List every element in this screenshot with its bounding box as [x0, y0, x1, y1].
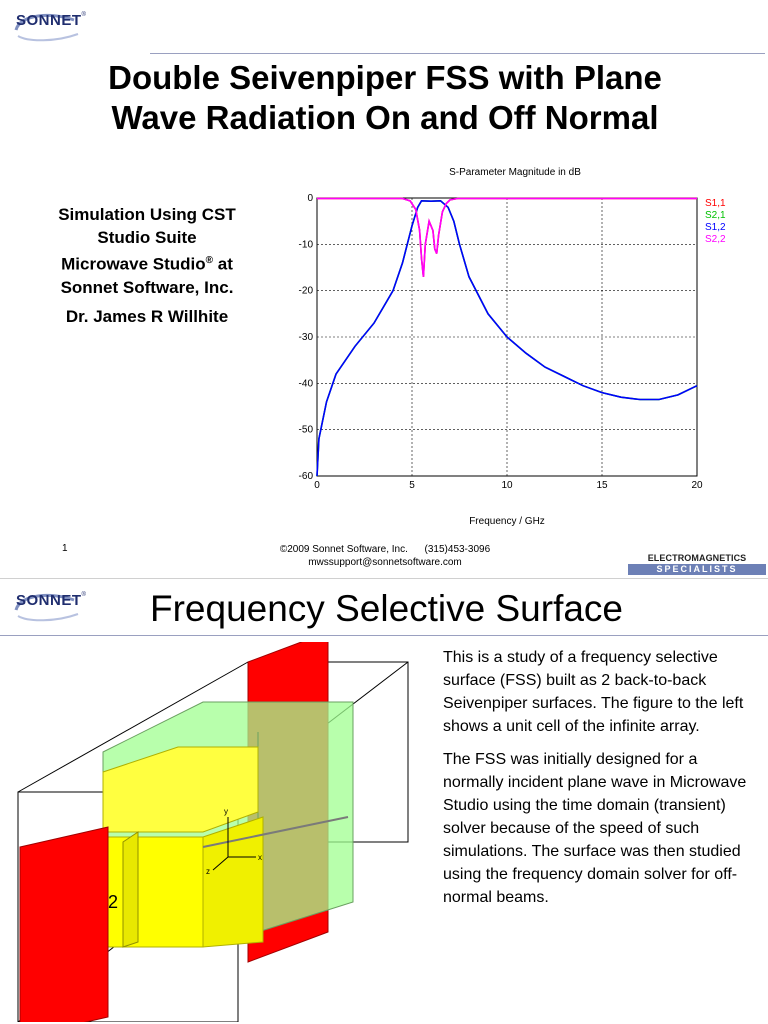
legend: S1,1S2,1S1,2S2,2 [705, 198, 726, 245]
paragraph-2: The FSS was initially designed for a nor… [443, 751, 747, 906]
series-line-S2-2 [317, 197, 697, 277]
axis-x-label: x [258, 853, 262, 862]
x-tick-label: 20 [691, 480, 703, 491]
front-port [19, 826, 109, 1022]
logo-swoosh-icon-2 [14, 593, 79, 622]
y-tick-label: -10 [299, 239, 314, 250]
subtitle-registered-mark: ® [205, 255, 214, 266]
x-tick-label: 10 [501, 480, 513, 491]
port-number-label: 2 [108, 892, 118, 912]
slide-2-header-rule [0, 635, 768, 636]
title-line-1: Double Seivenpiper FSS with Plane [108, 59, 662, 96]
logo-registered-mark-2: ® [81, 592, 86, 598]
logo-text-2: SONNET [16, 592, 82, 609]
page-number: 1 [62, 543, 68, 554]
slide-title: Double Seivenpiper FSS with Plane Wave R… [20, 58, 750, 138]
legend-entry: S2,2 [705, 234, 726, 245]
patch-front [107, 836, 204, 948]
sonnet-logo-2: SONNET® [12, 590, 86, 622]
slide-2-title: Frequency Selective Surface [150, 588, 624, 629]
header-rule [150, 53, 765, 54]
legend-entry: S1,1 [705, 198, 726, 209]
footer-line-1: ©2009 Sonnet Software, Inc. (315)453-309… [279, 544, 491, 555]
title-line-2: Wave Radiation On and Off Normal [111, 99, 659, 136]
footer-email: mwssupport@sonnetsoftware.com [308, 557, 462, 568]
x-axis-label: Frequency / GHz [469, 516, 545, 527]
series-lines [316, 197, 698, 477]
slide-2: SONNET® Frequency Selective Surface y z [0, 578, 768, 1024]
paragraph-1: This is a study of a frequency selective… [443, 649, 744, 735]
x-tick-label: 0 [314, 480, 320, 491]
subtitle-line-3-end: at [213, 254, 233, 274]
logo-registered-mark: ® [81, 12, 86, 18]
y-tick-label: -20 [299, 286, 314, 297]
patch-side [202, 816, 264, 948]
y-tick-label: -30 [299, 332, 314, 343]
legend-entry: S2,1 [705, 210, 726, 221]
fss-unit-cell-figure: y z x 2 [17, 642, 409, 1022]
y-tick-label: -50 [299, 425, 314, 436]
author-name: Dr. James R Willhite [65, 306, 229, 326]
subtitle-line-2: Studio Suite [97, 228, 197, 247]
subtitle-block: Simulation Using CST Studio Suite Microw… [22, 203, 272, 328]
s-parameter-chart: S-Parameter Magnitude in dB 0 5 10 15 20 0 -10… [299, 167, 726, 527]
em-specialists-badge: ELECTROMAGNETICS SPECIALISTS [628, 553, 766, 575]
series-line-S1-2 [316, 199, 698, 477]
slide-separator [0, 578, 768, 579]
sonnet-logo: SONNET® [12, 10, 86, 42]
x-tick-label: 5 [409, 480, 415, 491]
y-tick-label: -60 [299, 471, 314, 482]
slide-1: SONNET® Double Seivenpiper FSS with Plan… [12, 10, 766, 575]
legend-entry: S1,2 [705, 222, 726, 233]
subtitle-line-3-text: Microwave Studio [61, 254, 206, 274]
axis-y-label: y [224, 807, 228, 816]
subtitle-line-1: Simulation Using CST [58, 205, 236, 224]
y-tick-label: 0 [307, 193, 313, 204]
description-text: This is a study of a frequency selective… [443, 646, 761, 919]
em-badge-bottom: SPECIALISTS [628, 564, 766, 575]
logo-swoosh-icon [14, 13, 79, 42]
subtitle-line-3: Microwave Studio® at [22, 249, 272, 276]
footer-copyright: ©2009 Sonnet Software, Inc. (315)453-309… [220, 543, 550, 569]
chart-title: S-Parameter Magnitude in dB [449, 167, 581, 178]
axis-z-label: z [206, 867, 210, 876]
y-tick-label: -40 [299, 378, 314, 389]
subtitle-line-4: Sonnet Software, Inc. [60, 277, 234, 297]
em-badge-top: ELECTROMAGNETICS [647, 553, 747, 563]
tick-labels: 0 5 10 15 20 0 -10 -20 -30 -40 -50 -60 [299, 193, 703, 491]
logo-text: SONNET [16, 12, 82, 29]
via-post [122, 831, 139, 948]
x-tick-label: 15 [596, 480, 608, 491]
axes-icon [212, 817, 256, 871]
